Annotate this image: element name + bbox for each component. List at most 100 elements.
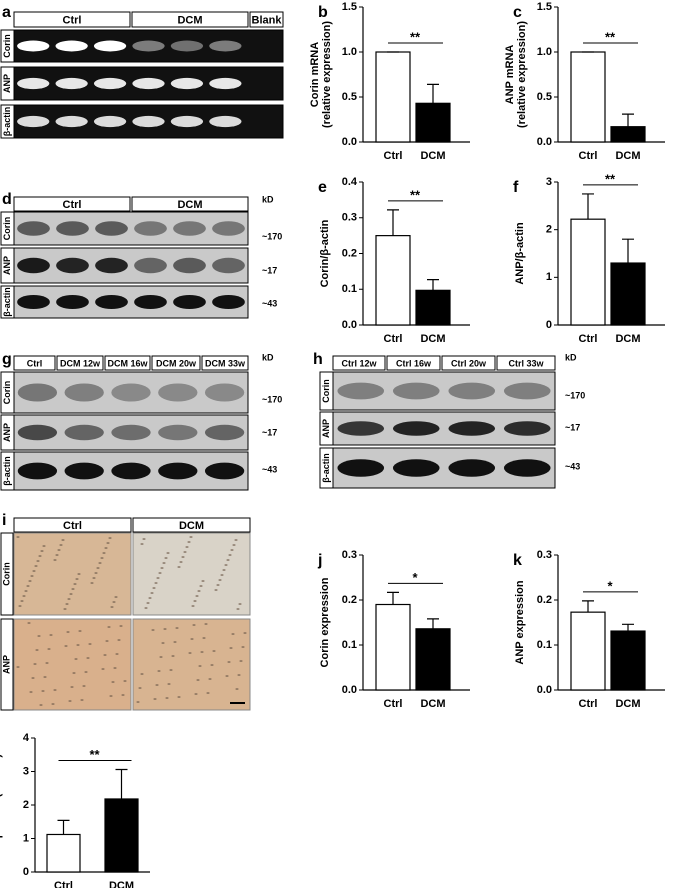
nucleus bbox=[155, 684, 159, 686]
band bbox=[17, 424, 58, 441]
y-tick-label: 0.1 bbox=[537, 639, 552, 651]
nucleus bbox=[28, 580, 32, 582]
nucleus bbox=[22, 595, 26, 597]
band bbox=[173, 294, 206, 310]
y-tick-label: 0.1 bbox=[342, 283, 357, 295]
y-tick-label: 1.5 bbox=[537, 1, 552, 13]
y-tick-label: 0.2 bbox=[342, 594, 357, 606]
band bbox=[503, 459, 551, 477]
bar bbox=[415, 289, 451, 326]
significance-label: ** bbox=[605, 171, 616, 186]
band bbox=[170, 77, 204, 90]
nucleus bbox=[109, 695, 113, 697]
panel-letter: i bbox=[2, 512, 6, 529]
y-tick-label: 3 bbox=[23, 765, 29, 777]
header-cell bbox=[386, 355, 441, 371]
nucleus bbox=[112, 601, 116, 603]
nucleus bbox=[119, 625, 123, 627]
band bbox=[56, 294, 89, 310]
nucleus bbox=[150, 592, 154, 594]
nucleus bbox=[61, 539, 65, 541]
nucleus bbox=[243, 632, 247, 634]
nucleus bbox=[90, 582, 94, 584]
nucleus bbox=[140, 673, 144, 675]
nucleus bbox=[151, 629, 155, 631]
x-tick-label: DCM bbox=[420, 150, 445, 162]
header-cell bbox=[132, 517, 251, 533]
row-label: β-actin bbox=[2, 287, 12, 317]
nucleus bbox=[192, 624, 196, 626]
nucleus bbox=[53, 689, 57, 691]
header-cell bbox=[151, 355, 201, 371]
nucleus bbox=[237, 674, 241, 676]
nucleus bbox=[177, 566, 181, 568]
x-tick-label: DCM bbox=[615, 333, 640, 345]
bar bbox=[570, 611, 606, 691]
nucleus bbox=[193, 600, 197, 602]
row-label: Corin bbox=[2, 381, 12, 405]
significance-label: ** bbox=[410, 187, 421, 202]
nucleus bbox=[166, 552, 170, 554]
nucleus bbox=[156, 577, 160, 579]
band bbox=[173, 257, 206, 274]
nucleus bbox=[27, 622, 31, 624]
error-bar bbox=[622, 113, 634, 127]
nucleus bbox=[98, 562, 102, 564]
significance-label: ** bbox=[605, 29, 616, 44]
nucleus bbox=[198, 665, 202, 667]
header-label: Ctrl bbox=[63, 520, 82, 532]
blot-row bbox=[13, 371, 249, 414]
band bbox=[158, 383, 198, 402]
band bbox=[93, 77, 127, 90]
blot-row bbox=[13, 211, 249, 246]
band bbox=[134, 294, 167, 310]
nucleus bbox=[36, 560, 40, 562]
nucleus bbox=[103, 654, 107, 656]
row-label: Corin bbox=[2, 217, 12, 241]
y-axis-label: (relative expression) bbox=[516, 21, 528, 128]
panel-letter: a bbox=[2, 4, 11, 21]
nucleus bbox=[73, 583, 77, 585]
nucleus bbox=[42, 545, 46, 547]
y-tick-label: 1 bbox=[546, 271, 552, 283]
nucleus bbox=[105, 640, 109, 642]
error-bar bbox=[57, 819, 70, 835]
bar bbox=[415, 102, 451, 143]
header-label: Ctrl 20w bbox=[451, 358, 487, 368]
header-cell bbox=[332, 355, 386, 371]
nucleus bbox=[66, 631, 70, 633]
band bbox=[111, 424, 151, 441]
nucleus bbox=[230, 549, 234, 551]
band bbox=[56, 221, 89, 236]
band bbox=[55, 40, 88, 52]
nucleus bbox=[235, 688, 239, 690]
nucleus bbox=[181, 556, 185, 558]
nucleus bbox=[206, 692, 210, 694]
nucleus bbox=[222, 569, 226, 571]
band bbox=[158, 424, 198, 441]
nucleus bbox=[92, 577, 96, 579]
header-cell bbox=[131, 196, 249, 212]
nucleus bbox=[138, 687, 142, 689]
error-bar bbox=[622, 238, 634, 264]
nucleus bbox=[214, 589, 218, 591]
header-cell bbox=[56, 355, 104, 371]
error-bar bbox=[582, 600, 594, 613]
nucleus bbox=[236, 608, 240, 610]
row-label: ANP bbox=[2, 256, 12, 275]
band bbox=[134, 257, 167, 274]
nucleus bbox=[232, 544, 236, 546]
nucleus bbox=[196, 679, 200, 681]
band bbox=[17, 115, 50, 128]
band bbox=[392, 382, 440, 400]
row-label: β-actin bbox=[321, 453, 331, 483]
y-tick-label: 3 bbox=[546, 176, 552, 188]
nucleus bbox=[239, 660, 243, 662]
nucleus bbox=[104, 547, 108, 549]
nucleus bbox=[200, 651, 204, 653]
size-label: ~43 bbox=[565, 461, 580, 471]
nucleus bbox=[32, 570, 36, 572]
panel-letter: c bbox=[513, 4, 522, 21]
nucleus bbox=[157, 670, 161, 672]
nucleus bbox=[227, 661, 231, 663]
